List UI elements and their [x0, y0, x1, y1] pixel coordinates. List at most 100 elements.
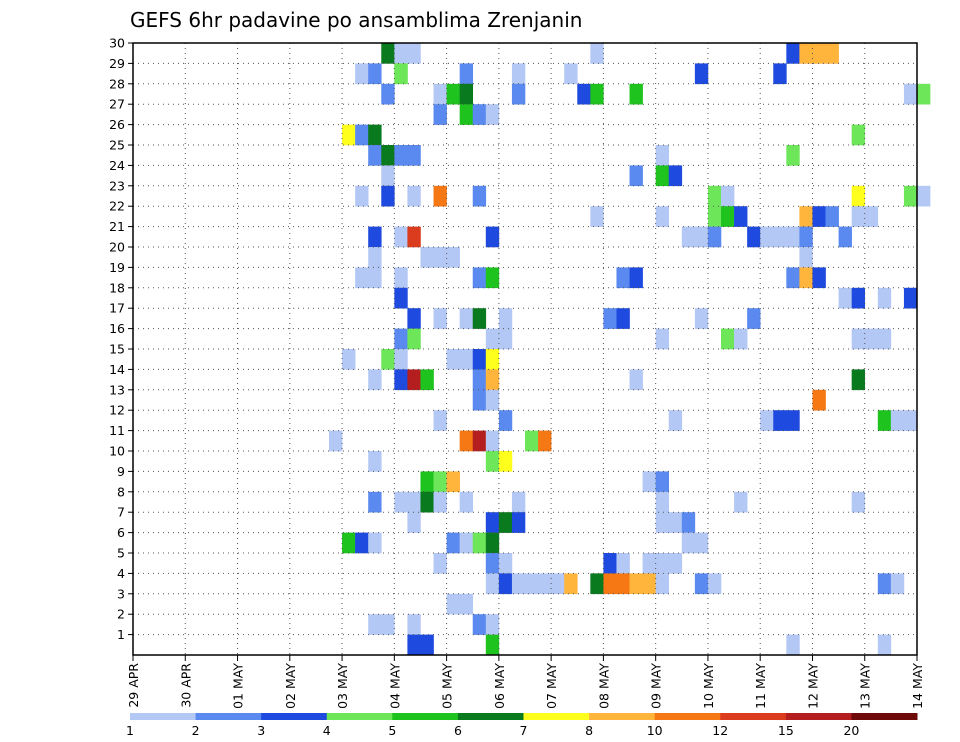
x-tick-label: 10 MAY	[701, 663, 716, 709]
heatmap-cell	[851, 185, 866, 207]
x-tick-label: 12 MAY	[805, 663, 820, 709]
heatmap-cell	[407, 634, 421, 656]
y-tick-label: 5	[117, 546, 125, 561]
heatmap-cell	[407, 369, 421, 391]
heatmap-cell	[407, 185, 421, 207]
heatmap-cell	[511, 512, 526, 533]
heatmap-cell	[459, 308, 474, 329]
x-tick-label: 01 MAY	[231, 663, 246, 709]
heatmap-cell	[851, 287, 866, 309]
heatmap-cell	[355, 185, 369, 207]
heatmap-cell	[655, 145, 670, 166]
y-tick-label: 9	[117, 464, 125, 479]
heatmap-cell	[368, 267, 382, 289]
heatmap-cell	[420, 369, 434, 391]
colorbar-label: 1	[126, 723, 134, 738]
heatmap-cell	[694, 308, 709, 329]
heatmap-cell	[694, 532, 709, 554]
heatmap-cell	[368, 451, 382, 472]
heatmap-cell	[655, 553, 670, 574]
y-axis: 1234567891011121314151617181920212223242…	[109, 36, 133, 642]
y-tick-label: 1	[117, 627, 125, 642]
y-tick-label: 12	[109, 403, 125, 418]
heatmap-cell	[773, 226, 787, 248]
heatmap-cell	[564, 63, 578, 85]
y-tick-label: 18	[109, 280, 125, 295]
heatmap-cell	[459, 63, 474, 85]
y-tick-label: 17	[109, 301, 125, 316]
heatmap-cell	[786, 43, 800, 64]
heatmap-cell	[433, 104, 447, 125]
heatmap-cell	[394, 328, 408, 350]
heatmap-cell	[433, 83, 447, 105]
heatmap-cell	[485, 573, 500, 595]
heatmap-cell	[838, 287, 852, 309]
heatmap-cell	[433, 185, 447, 207]
x-tick-label: 13 MAY	[858, 663, 873, 709]
colorbar-swatch	[851, 713, 918, 720]
colorbar-label: 6	[454, 723, 462, 738]
heatmap-cell	[485, 226, 500, 248]
heatmap-cell	[368, 247, 382, 268]
heatmap-cell	[498, 328, 513, 350]
heatmap-cell	[903, 83, 918, 105]
heatmap-cell	[420, 634, 434, 656]
x-tick-label: 14 MAY	[910, 663, 925, 709]
heatmap-cell	[407, 226, 421, 248]
heatmap-cell	[642, 553, 656, 574]
heatmap-cell	[381, 43, 395, 64]
colorbar-label: 10	[647, 723, 663, 738]
heatmap-cell	[485, 267, 500, 289]
heatmap-cell	[812, 206, 826, 227]
heatmap-cell	[668, 553, 683, 574]
y-tick-label: 11	[109, 423, 125, 438]
heatmap-cell	[498, 573, 513, 595]
heatmap-cell	[721, 328, 735, 350]
heatmap-cell	[851, 491, 866, 513]
heatmap-cell	[616, 308, 630, 329]
heatmap-cell	[851, 124, 866, 146]
heatmap-cell	[681, 512, 696, 533]
heatmap-cell	[812, 389, 826, 411]
heatmap-cell	[485, 532, 500, 554]
heatmap-cell	[368, 369, 382, 391]
heatmap-cell	[355, 63, 369, 85]
heatmap-cell	[459, 593, 474, 615]
heatmap-cell	[629, 267, 643, 289]
heatmap-cell	[642, 573, 656, 595]
heatmap-cell	[394, 287, 408, 309]
heatmap-cell	[825, 43, 839, 64]
heatmap-cell	[446, 532, 460, 554]
heatmap-cell	[877, 573, 892, 595]
heatmap-cell	[485, 389, 500, 411]
heatmap-cell	[890, 410, 905, 431]
heatmap-cell	[459, 491, 474, 513]
heatmap-cell	[786, 410, 800, 431]
colorbar: 1 2 3 4 5 6 7 8 10 12 15 20	[126, 713, 918, 738]
y-tick-label: 3	[117, 586, 125, 601]
heatmap-cell	[747, 226, 761, 248]
heatmap-cell	[368, 124, 382, 146]
heatmap-cell	[721, 206, 735, 227]
heatmap-cell	[446, 593, 460, 615]
heatmap-cell	[472, 349, 487, 370]
y-tick-label: 13	[109, 382, 125, 397]
colorbar-label: 20	[843, 723, 859, 738]
heatmap-cell	[498, 410, 513, 431]
heatmap-cell	[668, 165, 683, 187]
heatmap-cell	[485, 614, 500, 635]
heatmap-cell	[655, 512, 670, 533]
heatmap-cell	[603, 573, 617, 595]
heatmap-cell	[564, 573, 578, 595]
heatmap-cell	[786, 634, 800, 656]
heatmap-cell	[472, 389, 487, 411]
heatmap-cell	[760, 226, 774, 248]
heatmap-cell	[472, 185, 487, 207]
heatmap-cell	[420, 491, 434, 513]
heatmap-cell	[407, 145, 421, 166]
heatmap-cell	[655, 206, 670, 227]
heatmap-cell	[472, 614, 487, 635]
heatmap-cell	[786, 226, 800, 248]
heatmap-cell	[590, 573, 604, 595]
